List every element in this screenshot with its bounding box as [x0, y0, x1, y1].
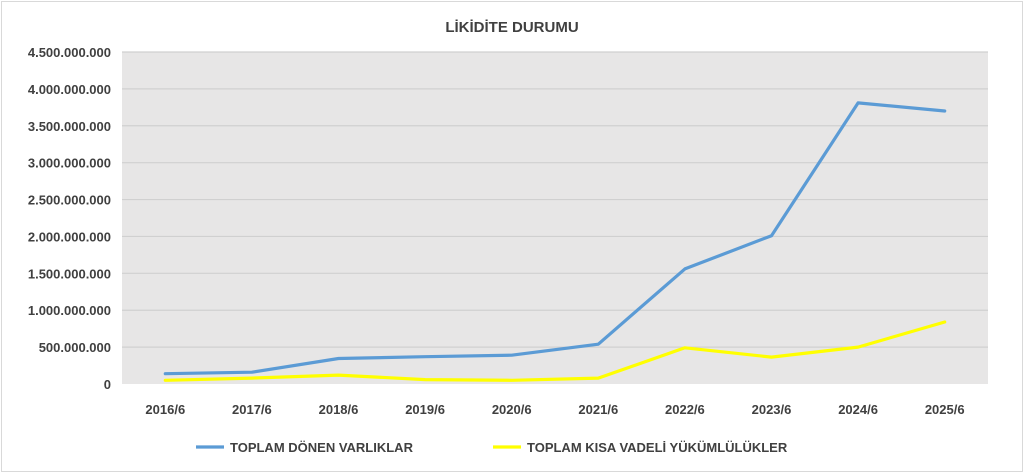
y-axis-ticks: 0 500.000.000 1.000.000.000 1.500.000.000 2.…	[28, 45, 111, 392]
x-tick-label: 2021/6	[578, 402, 618, 417]
series-lines	[163, 101, 947, 382]
y-tick-label: 2.000.000.000	[28, 229, 111, 244]
x-tick-label: 2025/6	[925, 402, 965, 417]
y-tick-label: 4.000.000.000	[28, 82, 111, 97]
legend: TOPLAM DÖNEN VARLIKLAR TOPLAM KISA VADELİ…	[196, 440, 788, 455]
y-tick-label: 500.000.000	[39, 340, 111, 355]
x-tick-label: 2017/6	[232, 402, 272, 417]
x-axis-ticks: 2016/6 2017/6 2018/6 2019/6 2020/6 2021/6 2022…	[145, 402, 964, 417]
x-tick-label: 2016/6	[145, 402, 185, 417]
x-tick-label: 2024/6	[838, 402, 878, 417]
y-tick-label: 3.000.000.000	[28, 156, 111, 171]
x-tick-label: 2019/6	[405, 402, 445, 417]
plot-area	[122, 52, 988, 384]
y-tick-label: 4.500.000.000	[28, 45, 111, 60]
y-tick-label: 3.500.000.000	[28, 119, 111, 134]
series-line-2	[163, 320, 947, 382]
y-tick-label: 1.000.000.000	[28, 303, 111, 318]
legend-label-2: TOPLAM KISA VADELİ YÜKÜMLÜLÜKLER	[527, 440, 788, 455]
y-tick-label: 2.500.000.000	[28, 193, 111, 208]
x-tick-label: 2023/6	[752, 402, 792, 417]
chart-title: LİKİDİTE DURUMU	[445, 19, 578, 36]
x-tick-label: 2020/6	[492, 402, 532, 417]
y-tick-label: 0	[104, 377, 111, 392]
legend-label-1: TOPLAM DÖNEN VARLIKLAR	[230, 440, 414, 455]
x-tick-label: 2018/6	[319, 402, 359, 417]
series-line-1	[163, 101, 947, 376]
x-tick-label: 2022/6	[665, 402, 705, 417]
y-tick-label: 1.500.000.000	[28, 266, 111, 281]
gridlines	[122, 51, 988, 348]
